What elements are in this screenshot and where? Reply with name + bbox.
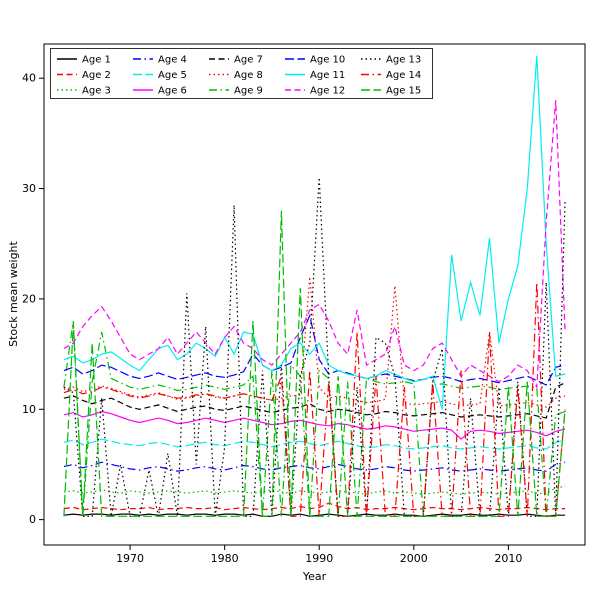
legend-item-age-12: Age 12 (285, 86, 345, 97)
series-line-age-11 (63, 56, 566, 410)
series-line-age-13 (63, 177, 566, 517)
legend-item-age-2: Age 2 (57, 70, 111, 81)
legend-label: Age 15 (386, 86, 421, 97)
y-tick-label: 40 (22, 72, 36, 85)
legend-label: Age 1 (82, 55, 111, 66)
legend-item-age-14: Age 14 (361, 70, 421, 81)
series-line-age-15 (63, 210, 566, 517)
legend-label: Age 12 (310, 86, 345, 97)
legend-label: Age 3 (82, 86, 111, 97)
legend-item-age-7: Age 7 (209, 55, 263, 66)
legend-label: Age 6 (158, 86, 187, 97)
series-line-age-4 (63, 461, 566, 472)
y-tick-label: 10 (22, 403, 36, 416)
legend-item-age-10: Age 10 (285, 55, 345, 66)
legend-item-age-13: Age 13 (361, 55, 421, 66)
plot-border (43, 43, 586, 546)
x-axis-label: Year (302, 570, 327, 583)
series-line-age-1 (63, 513, 566, 517)
legend-item-age-1: Age 1 (57, 55, 111, 66)
y-tick-label: 20 (22, 292, 36, 305)
legend-item-age-8: Age 8 (209, 70, 263, 81)
series-line-age-8 (63, 276, 566, 408)
legend-item-age-4: Age 4 (133, 55, 187, 66)
legend-label: Age 9 (234, 86, 263, 97)
legend-item-age-11: Age 11 (285, 70, 345, 81)
legend-item-age-5: Age 5 (133, 70, 187, 81)
legend-item-age-6: Age 6 (133, 86, 187, 97)
legend-label: Age 5 (158, 70, 187, 81)
series-line-age-7 (63, 382, 566, 419)
legend-item-age-9: Age 9 (209, 86, 263, 97)
y-tick-label: 0 (29, 513, 36, 526)
x-tick-label: 1990 (305, 552, 333, 565)
y-tick-label: 30 (22, 182, 36, 195)
x-tick-label: 1980 (211, 552, 239, 565)
series-line-age-2 (63, 502, 566, 511)
legend-label: Age 13 (386, 55, 421, 66)
x-tick-label: 2010 (494, 552, 522, 565)
legend-label: Age 2 (82, 70, 111, 81)
legend-label: Age 14 (386, 70, 421, 81)
legend-label: Age 4 (158, 55, 187, 66)
legend: Age 1 Age 2 Age 3 Age 4 Age 5 Age 6 Age 7 Age 8… (50, 48, 433, 99)
x-tick-label: 1970 (116, 552, 144, 565)
series-line-age-3 (63, 485, 566, 495)
x-tick-label: 2000 (400, 552, 428, 565)
legend-item-age-15: Age 15 (361, 86, 421, 97)
series-line-age-12 (63, 100, 566, 390)
y-axis-label: Stock mean weight (7, 241, 20, 347)
legend-item-age-3: Age 3 (57, 86, 111, 97)
series-line-age-6 (63, 410, 566, 440)
legend-label: Age 8 (234, 70, 263, 81)
legend-label: Age 11 (310, 70, 345, 81)
legend-label: Age 10 (310, 55, 345, 66)
series-line-age-14 (63, 282, 566, 517)
legend-label: Age 7 (234, 55, 263, 66)
series-line-age-9 (63, 320, 566, 517)
series-line-age-10 (63, 313, 566, 386)
